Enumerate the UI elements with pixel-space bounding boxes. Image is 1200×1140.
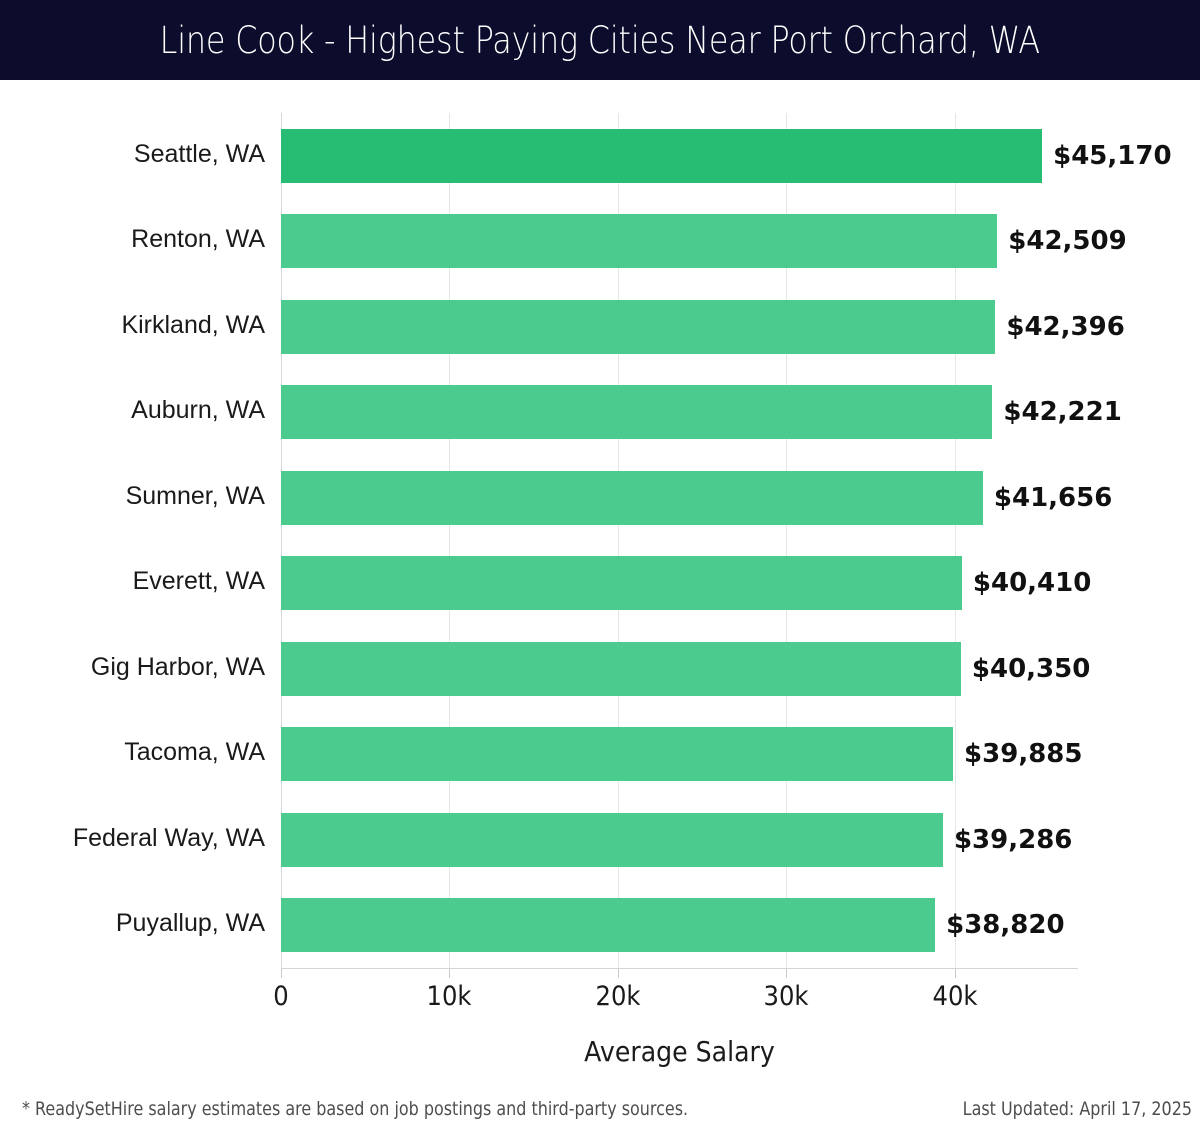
bar-value-label: $41,656 <box>993 482 1113 513</box>
bar-value-label: $42,221 <box>1003 397 1122 428</box>
bar[interactable] <box>281 470 983 525</box>
x-axis-tick <box>281 969 282 978</box>
bar-row[interactable]: $40,410 <box>281 556 1091 611</box>
bar[interactable] <box>281 556 962 611</box>
bar-row[interactable]: $39,286 <box>281 812 1078 867</box>
y-axis-category-label: Puyallup, WA <box>115 909 265 938</box>
x-axis-tick-label: 20k <box>595 981 641 1012</box>
bar-row[interactable]: $39,885 <box>281 727 1082 782</box>
bar[interactable] <box>281 299 996 354</box>
x-axis-tick <box>617 969 619 978</box>
bar[interactable] <box>281 812 943 867</box>
x-axis-tick <box>786 969 788 978</box>
bar[interactable] <box>281 898 936 953</box>
bar-value-label: $39,885 <box>964 739 1083 770</box>
chart-canvas: $45,170 $42,509 $42,396 $42,221 $41,656 $40,4… <box>0 80 1200 1140</box>
disclaimer-text: * ReadySetHire salary estimates are base… <box>22 1098 689 1120</box>
bar-value-label: $42,396 <box>1006 311 1125 342</box>
bar-value-label: $42,509 <box>1008 226 1127 257</box>
bar[interactable] <box>281 727 954 782</box>
bar-row[interactable]: $42,396 <box>281 299 1125 354</box>
chart-title-bar: Line Cook - Highest Paying Cities Near P… <box>0 0 1200 80</box>
x-axis-line <box>281 968 1078 969</box>
x-axis-tick <box>449 969 451 978</box>
y-axis-category-label: Seattle, WA <box>133 139 265 168</box>
bar-row[interactable]: $40,350 <box>281 641 1090 696</box>
y-axis-category-label: Gig Harbor, WA <box>90 652 265 681</box>
y-axis-category-label: Sumner, WA <box>125 481 265 510</box>
bar-row[interactable]: $45,170 <box>281 128 1172 183</box>
bar-value-label: $38,820 <box>946 910 1065 941</box>
gridline <box>786 113 788 968</box>
gridline <box>617 113 619 968</box>
bar-value-label: $45,170 <box>1053 140 1172 171</box>
x-axis-tick-label: 0 <box>273 981 289 1012</box>
x-axis-tick-label: 30k <box>763 981 809 1012</box>
gridline <box>449 113 451 968</box>
bar[interactable] <box>281 128 1043 183</box>
y-axis-category-label: Federal Way, WA <box>72 823 265 852</box>
bar[interactable] <box>281 214 998 269</box>
bar-value-label: $39,286 <box>953 824 1073 855</box>
bar-value-label: $40,410 <box>972 568 1092 599</box>
bar-row[interactable]: $42,221 <box>281 385 1122 440</box>
bar-row[interactable]: $41,656 <box>281 470 1112 525</box>
gridline <box>281 113 282 968</box>
x-axis-tick-label: 40k <box>932 981 978 1012</box>
bar-value-label: $40,350 <box>971 653 1091 684</box>
y-axis-category-label: Renton, WA <box>131 225 265 254</box>
last-updated-text: Last Updated: April 17, 2025 <box>962 1098 1192 1120</box>
y-axis-category-label: Kirkland, WA <box>121 310 265 339</box>
bar-row[interactable]: $42,509 <box>281 214 1127 269</box>
bar-row[interactable]: $38,820 <box>281 898 1078 953</box>
y-axis-category-label: Tacoma, WA <box>124 738 265 767</box>
x-axis-tick <box>954 969 956 978</box>
bar[interactable] <box>281 385 993 440</box>
plot-area: $45,170 $42,509 $42,396 $42,221 $41,656 $40,4… <box>281 113 1172 968</box>
y-axis-category-label: Everett, WA <box>132 567 265 596</box>
gridline <box>954 113 956 968</box>
bar[interactable] <box>281 641 961 696</box>
x-axis-tick-label: 10k <box>426 981 472 1012</box>
page-title: Line Cook - Highest Paying Cities Near P… <box>159 18 1041 62</box>
y-axis-category-label: Auburn, WA <box>131 396 265 425</box>
x-axis-title: Average Salary <box>584 1035 775 1068</box>
